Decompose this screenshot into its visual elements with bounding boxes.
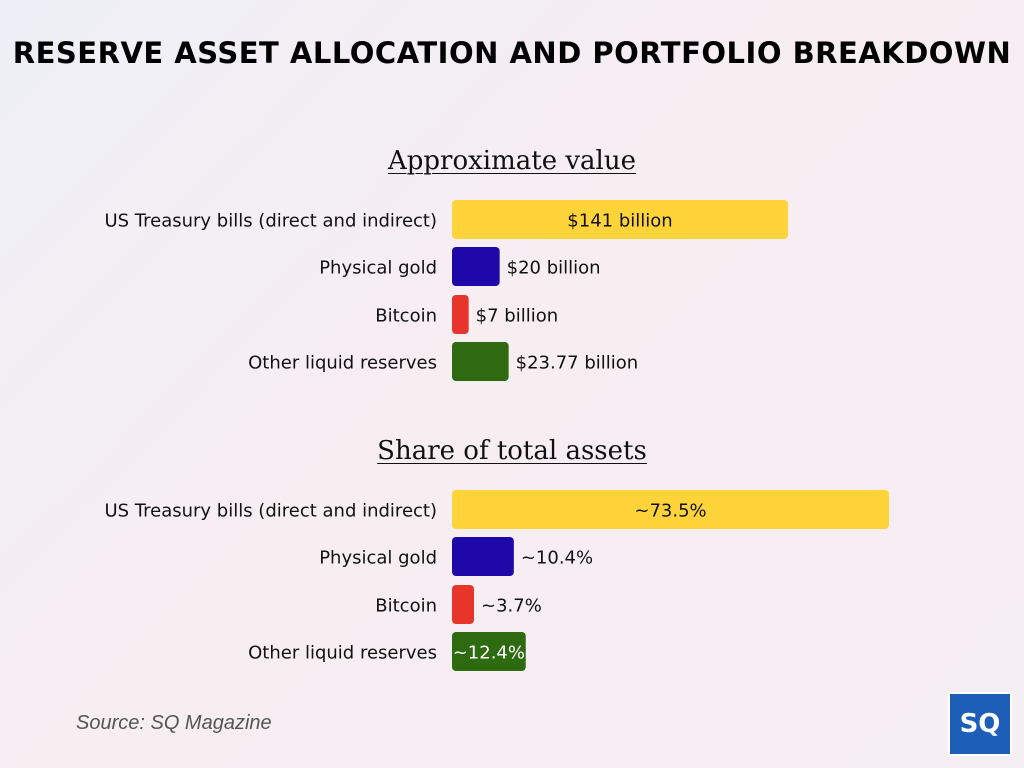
sq-logo: SQ xyxy=(948,692,1012,756)
value-label-us-treasury-bills-direct-and-indirect: ~73.5% xyxy=(634,501,706,522)
category-label-other-liquid-reserves: Other liquid reserves xyxy=(248,353,437,374)
value-label-bitcoin: $7 billion xyxy=(476,306,558,327)
value-label-other-liquid-reserves: ~12.4% xyxy=(453,643,525,664)
panel-title-share: Share of total assets xyxy=(377,436,647,466)
bar-other-liquid-reserves xyxy=(452,632,526,671)
bar-us-treasury-bills-direct-and-indirect xyxy=(452,200,788,239)
value-bar-chart: US Treasury bills (direct and indirect) $… xyxy=(104,200,788,381)
value-label-physical-gold: $20 billion xyxy=(507,258,601,279)
category-label-bitcoin: Bitcoin xyxy=(375,306,437,327)
bar-physical-gold xyxy=(452,247,500,286)
value-label-other-liquid-reserves: $23.77 billion xyxy=(516,353,639,374)
bar-other-liquid-reserves xyxy=(452,342,509,381)
bar-bitcoin xyxy=(452,585,474,624)
panel-title-value: Approximate value xyxy=(387,146,636,176)
chart-title: RESERVE ASSET ALLOCATION AND PORTFOLIO B… xyxy=(12,36,1012,70)
bar-us-treasury-bills-direct-and-indirect xyxy=(452,490,889,529)
category-label-physical-gold: Physical gold xyxy=(319,548,437,569)
bar-bitcoin xyxy=(452,295,469,334)
value-label-bitcoin: ~3.7% xyxy=(481,596,542,617)
value-label-us-treasury-bills-direct-and-indirect: $141 billion xyxy=(567,211,672,232)
bar-physical-gold xyxy=(452,537,514,576)
category-label-bitcoin: Bitcoin xyxy=(375,596,437,617)
category-label-physical-gold: Physical gold xyxy=(319,258,437,279)
share-bar-chart: US Treasury bills (direct and indirect) ~… xyxy=(104,490,889,671)
category-label-us-treasury-bills-direct-and-indirect: US Treasury bills (direct and indirect) xyxy=(104,501,437,522)
category-label-us-treasury-bills-direct-and-indirect: US Treasury bills (direct and indirect) xyxy=(104,211,437,232)
source-note: Source: SQ Magazine xyxy=(76,712,272,734)
category-label-other-liquid-reserves: Other liquid reserves xyxy=(248,643,437,664)
value-label-physical-gold: ~10.4% xyxy=(521,548,593,569)
